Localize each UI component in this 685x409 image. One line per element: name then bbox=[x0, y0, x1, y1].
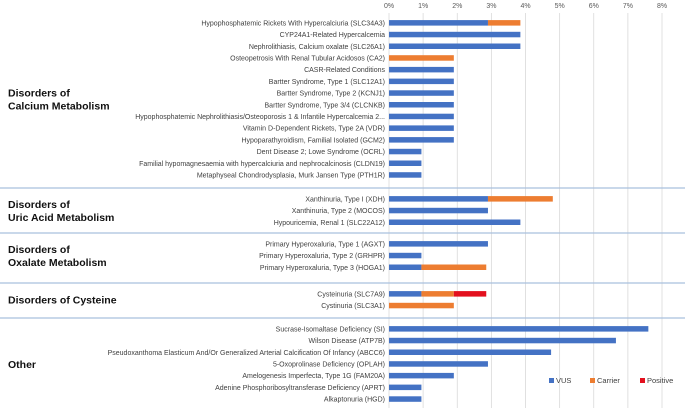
category-label: Amelogenesis Imperfecta, Type 1G (FAM20A… bbox=[242, 373, 385, 380]
category-label: Primary Hyperoxaluria, Type 1 (AGXT) bbox=[265, 241, 385, 248]
bar-vus bbox=[389, 160, 422, 166]
category-label: Vitamin D-Dependent Rickets, Type 2A (VD… bbox=[243, 126, 385, 133]
group-title: Disorders of Cysteine bbox=[8, 295, 117, 307]
bar-vus bbox=[389, 384, 422, 391]
x-tick-label: 6% bbox=[589, 3, 599, 10]
bar-vus bbox=[389, 90, 454, 96]
bar-vus bbox=[389, 241, 488, 247]
legend-label: Carrier bbox=[597, 376, 620, 385]
category-label: Hypouricemia, Renal 1 (SLC22A12) bbox=[274, 220, 385, 227]
group-title: Calcium Metabolism bbox=[8, 100, 110, 112]
group-title: Other bbox=[8, 359, 36, 371]
category-label: Cystinuria (SLC3A1) bbox=[321, 303, 385, 310]
category-label: Primary Hyperoxaluria, Type 2 (GRHPR) bbox=[259, 253, 385, 260]
x-tick-label: 1% bbox=[418, 3, 428, 10]
category-label: Wilson Disease (ATP7B) bbox=[308, 338, 385, 345]
bar-vus bbox=[389, 207, 488, 214]
legend-label: VUS bbox=[556, 376, 571, 385]
bar-vus bbox=[389, 349, 552, 355]
category-label: Alkaptonuria (HGD) bbox=[324, 397, 385, 404]
category-label: Nephrolithiasis, Calcium oxalate (SLC26A… bbox=[249, 44, 385, 51]
category-label: Adenine Phosphoribosyltransferase Defici… bbox=[215, 385, 385, 392]
category-label: Cysteinuria (SLC7A9) bbox=[317, 291, 385, 298]
bar-vus bbox=[389, 20, 488, 26]
category-label: Primary Hyperoxaluria, Type 3 (HOGA1) bbox=[260, 265, 385, 272]
category-label: CASR-Related Conditions bbox=[304, 67, 385, 74]
group-title: Disorders of bbox=[8, 244, 70, 256]
x-tick-label: 8% bbox=[657, 3, 667, 10]
category-label: Bartter Syndrome, Type 3/4 (CLCNKB) bbox=[265, 102, 385, 109]
category-label: CYP24A1-Related Hypercalcemia bbox=[280, 32, 386, 39]
legend-swatch-positive bbox=[640, 378, 645, 383]
category-label: Hypoparathyroidism, Familial Isolated (G… bbox=[241, 137, 385, 144]
bar-positive bbox=[453, 291, 487, 297]
x-tick-label: 7% bbox=[623, 3, 633, 10]
x-tick-label: 3% bbox=[486, 3, 496, 10]
bar-vus bbox=[389, 337, 616, 344]
bar-vus bbox=[389, 252, 422, 259]
bar-vus bbox=[389, 172, 422, 178]
bar-vus bbox=[389, 326, 649, 332]
bar-carrier bbox=[487, 20, 521, 26]
category-label: Hypophosphatemic Nephrolithiasis/Osteopo… bbox=[135, 114, 385, 121]
bar-vus bbox=[389, 137, 454, 143]
category-label: Bartter Syndrome, Type 1 (SLC12A1) bbox=[269, 79, 385, 86]
category-label: Xanthinuria, Type I (XDH) bbox=[305, 196, 385, 203]
category-label: 5-Oxoprolinase Deficiency (OPLAH) bbox=[273, 361, 385, 368]
bar-vus bbox=[389, 66, 454, 73]
bar-vus bbox=[389, 31, 521, 38]
category-label: Hypophosphatemic Rickets With Hypercalci… bbox=[201, 20, 385, 27]
bar-vus bbox=[389, 125, 454, 131]
category-label: Metaphyseal Chondrodysplasia, Murk Janse… bbox=[197, 172, 385, 179]
bar-vus bbox=[389, 148, 422, 155]
bar-vus bbox=[389, 113, 454, 120]
bar-vus bbox=[389, 219, 521, 225]
x-tick-label: 2% bbox=[452, 3, 462, 10]
x-tick-label: 5% bbox=[555, 3, 565, 10]
legend-label: Positive bbox=[647, 376, 673, 385]
x-tick-label: 4% bbox=[520, 3, 530, 10]
bar-carrier bbox=[389, 55, 454, 61]
legend-swatch-vus bbox=[549, 378, 554, 383]
bar-vus bbox=[389, 78, 454, 85]
category-label: Osteopetrosis With Renal Tubular Acidoso… bbox=[230, 55, 385, 62]
group-title: Oxalate Metabolism bbox=[8, 257, 107, 269]
bar-carrier bbox=[389, 302, 454, 309]
category-label: Bartter Syndrome, Type 2 (KCNJ1) bbox=[277, 91, 385, 98]
group-title: Disorders of bbox=[8, 87, 70, 99]
bar-vus bbox=[389, 264, 422, 270]
x-tick-label: 0% bbox=[384, 3, 394, 10]
category-label: Xanthinuria, Type 2 (MOCOS) bbox=[292, 208, 385, 215]
bar-vus bbox=[389, 102, 454, 108]
bar-carrier bbox=[487, 196, 553, 202]
category-label: Sucrase-Isomaltase Deficiency (SI) bbox=[276, 326, 385, 333]
bar-vus bbox=[389, 291, 422, 297]
bar-carrier bbox=[421, 264, 487, 270]
group-title: Uric Acid Metabolism bbox=[8, 212, 114, 224]
bar-vus bbox=[389, 361, 488, 367]
category-label: Dent Disease 2; Lowe Syndrome (OCRL) bbox=[257, 149, 385, 156]
bar-vus bbox=[389, 372, 454, 379]
legend-swatch-carrier bbox=[590, 378, 595, 383]
bar-vus bbox=[389, 396, 422, 402]
bar-vus bbox=[389, 196, 488, 202]
group-title: Disorders of bbox=[8, 199, 70, 211]
bar-vus bbox=[389, 43, 521, 49]
bar-carrier bbox=[421, 291, 454, 297]
category-label: Familial hypomagnesaemia with hypercalci… bbox=[139, 161, 385, 168]
category-label: Pseudoxanthoma Elasticum And/Or Generali… bbox=[108, 350, 385, 357]
